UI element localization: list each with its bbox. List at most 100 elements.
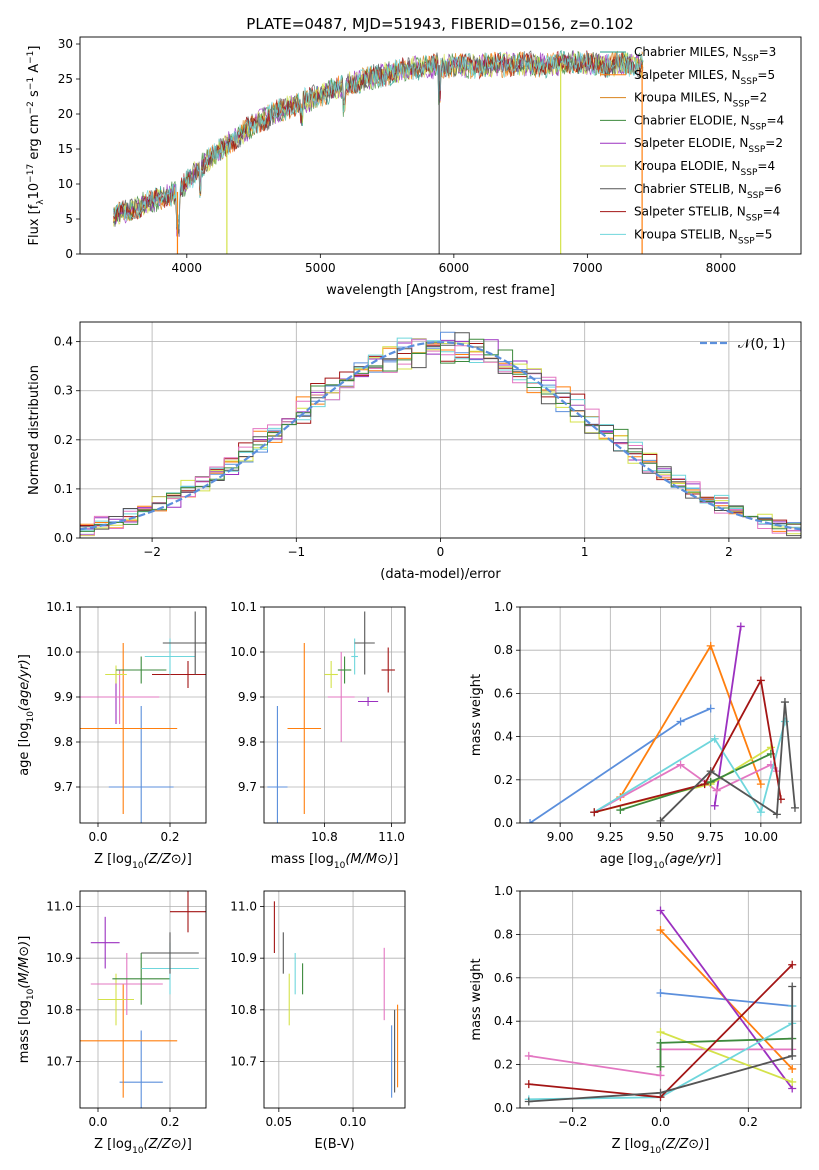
y-axis-label-part: age [ xyxy=(17,742,32,775)
y-axis-label-part: −2 xyxy=(26,101,36,114)
errorbar-point xyxy=(162,611,206,675)
panel-ebv-vs-mass: 0.05 0.10 10.7 10.8 10.9 11.0 E(B-V) xyxy=(230,890,406,1152)
x-axis-label-part: Z [ xyxy=(94,1137,112,1152)
x-axis-label-part: (Z/Z⊙) xyxy=(144,1137,187,1152)
legend-label: Salpeter MILES, NSSP=5 xyxy=(634,68,775,87)
y-axis-label-part: Flux [f xyxy=(27,204,42,245)
y-tick-label: 0.2 xyxy=(54,433,73,447)
legend-label-part: =2 xyxy=(765,136,783,150)
errorbar-point xyxy=(381,647,395,693)
plot-area-z-vs-age xyxy=(80,607,206,823)
y-tick-label: 10.1 xyxy=(46,600,73,614)
legend-label-part: =5 xyxy=(757,68,775,82)
y-tick-label: 0.8 xyxy=(494,927,513,941)
series-marker xyxy=(656,816,665,823)
gaussian-curve xyxy=(80,341,801,531)
y-tick-label: 0.0 xyxy=(494,816,513,830)
x-tick-label: 0.0 xyxy=(88,1115,107,1129)
x-axis-label-part: (M/M⊙) xyxy=(345,852,393,867)
legend-label-part: SSP xyxy=(746,214,763,224)
x-tick-label: 9.25 xyxy=(597,830,624,844)
legend-label: Salpeter STELIB, NSSP=4 xyxy=(634,205,780,224)
legend-label-part: Kroupa ELODIE, N xyxy=(634,159,741,173)
x-tick-label: 0.10 xyxy=(340,1115,367,1129)
y-tick-label: 25 xyxy=(58,72,73,86)
y-axis-label-part: ] xyxy=(17,936,32,941)
y-axis-label: age [log10(age/yr)] xyxy=(17,654,36,776)
y-tick-label: 11.0 xyxy=(46,900,73,914)
errorbar-point xyxy=(112,953,170,1005)
x-axis-label-part: 10 xyxy=(132,1146,144,1156)
errorbar-point xyxy=(287,643,322,814)
series-marker xyxy=(788,982,797,991)
y-tick-label: 0.3 xyxy=(54,384,73,398)
y-axis-label-part: s xyxy=(27,90,42,101)
y-tick-label: 1.0 xyxy=(494,884,513,898)
panel-z-vs-mass: 0.0 0.210.710.810.911.0Z [log10(Z/Z⊙)]mas… xyxy=(17,890,207,1156)
y-tick-label: 0.4 xyxy=(54,335,73,349)
y-axis-label-part: −1 xyxy=(26,77,36,90)
errorbar-point xyxy=(119,1030,163,1108)
errorbar-point xyxy=(98,973,134,1026)
x-tick-label: −0.2 xyxy=(558,1115,587,1129)
y-tick-label: 10.9 xyxy=(230,951,257,965)
x-axis-label-part: log xyxy=(314,852,334,867)
y-axis-label-part: A xyxy=(27,64,42,77)
legend-label-part: Kroupa MILES, N xyxy=(634,91,733,105)
errorbar-point xyxy=(116,656,167,684)
x-tick-label: 10.8 xyxy=(311,830,338,844)
x-axis-label: age [log10(age/yr)] xyxy=(600,852,722,871)
x-axis-label: Z [log10(Z/Z⊙)] xyxy=(612,1137,710,1156)
legend-label: Chabrier MILES, NSSP=3 xyxy=(634,45,776,64)
x-axis-label-part: (Z/Z⊙) xyxy=(144,852,187,867)
legend-label: Chabrier STELIB, NSSP=6 xyxy=(634,182,782,201)
legend-label-part: Salpeter MILES, N xyxy=(634,68,741,82)
x-tick-label: 9.00 xyxy=(547,830,574,844)
errorbar-point xyxy=(144,638,196,675)
errorbar-point xyxy=(90,953,163,1015)
y-axis-label-part: −1 xyxy=(26,51,36,64)
x-axis-label-part: ] xyxy=(187,852,192,867)
mass-weight-series xyxy=(656,698,799,823)
x-axis-label-part: (Z/Z⊙) xyxy=(661,1137,704,1152)
legend-label-part: Salpeter ELODIE, N xyxy=(634,136,748,150)
x-axis-label-part: (age/yr) xyxy=(664,852,716,867)
y-tick-label: 20 xyxy=(58,107,73,121)
errorbar-point xyxy=(324,661,338,688)
series-marker xyxy=(756,808,765,817)
legend-label-part: Chabrier MILES, N xyxy=(634,45,742,59)
x-axis-label: mass [log10(M/M⊙)] xyxy=(271,852,399,871)
y-axis-label: Flux [fλ10−17 erg cm−2 s−1 A−1] xyxy=(26,46,46,246)
y-tick-label: 0.0 xyxy=(54,531,73,545)
series-marker xyxy=(710,801,719,810)
panel-residuals: −2 −1 0 1 2 0.0 0.1 0.2 0.3 0.4 (data-model)/error… xyxy=(27,321,802,582)
y-tick-label: 10.0 xyxy=(230,645,257,659)
x-tick-label: 0.2 xyxy=(160,1115,179,1129)
legend-label-part: SSP xyxy=(738,236,755,246)
y-tick-label: 0.2 xyxy=(494,773,513,787)
series-marker xyxy=(590,808,599,817)
y-tick-label: 9.8 xyxy=(54,735,73,749)
x-axis-label-part: Z [ xyxy=(612,1137,630,1152)
y-axis-label-part: 10 xyxy=(26,711,36,723)
spectrum-trace xyxy=(113,50,644,230)
series-marker xyxy=(706,767,715,776)
y-tick-label: 30 xyxy=(58,37,73,51)
series-marker xyxy=(772,810,781,819)
series-marker xyxy=(790,803,799,812)
y-tick-label: 10.9 xyxy=(46,951,73,965)
x-axis-label-part: ] xyxy=(704,1137,709,1152)
y-axis-label-part: mass [ xyxy=(17,1020,32,1063)
axes-frame xyxy=(79,606,207,824)
mass-weight-series xyxy=(656,1034,797,1071)
x-tick-label: 9.50 xyxy=(647,830,674,844)
y-tick-label: 0 xyxy=(65,247,73,261)
mass-weight-series xyxy=(656,906,797,1093)
x-tick-label: 11.0 xyxy=(378,830,405,844)
legend-label-part: =5 xyxy=(755,227,773,241)
mass-weight-series xyxy=(526,704,715,823)
legend-label-part: SSP xyxy=(741,168,758,178)
x-axis-label-part: 10 xyxy=(132,861,144,871)
legend-label: Kroupa ELODIE, NSSP=4 xyxy=(634,159,775,178)
y-tick-label: 10.8 xyxy=(230,1003,257,1017)
